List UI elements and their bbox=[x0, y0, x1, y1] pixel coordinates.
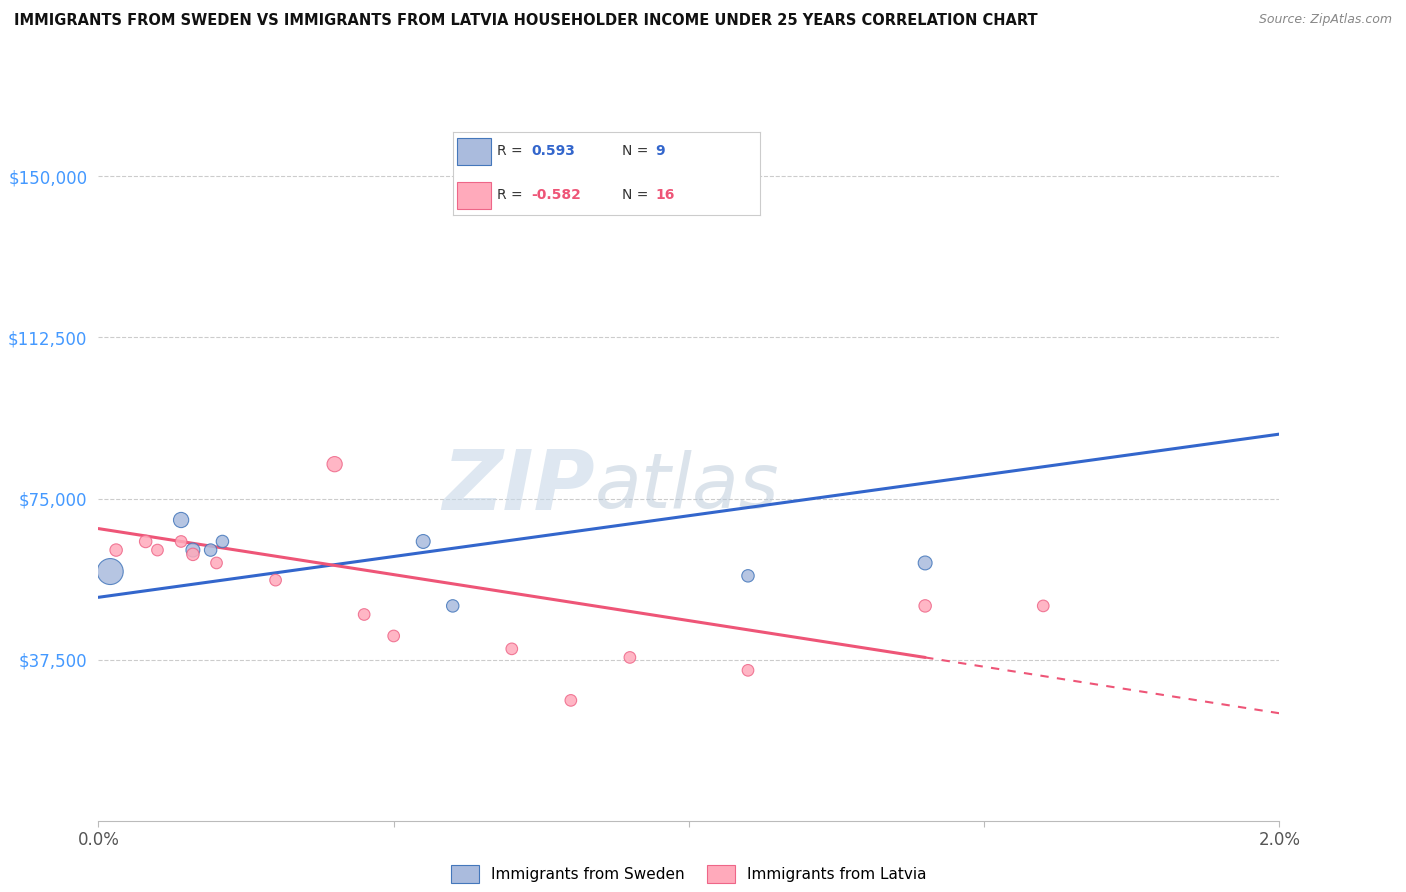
Text: IMMIGRANTS FROM SWEDEN VS IMMIGRANTS FROM LATVIA HOUSEHOLDER INCOME UNDER 25 YEA: IMMIGRANTS FROM SWEDEN VS IMMIGRANTS FRO… bbox=[14, 13, 1038, 29]
Point bbox=[200, 543, 222, 558]
Point bbox=[323, 457, 346, 471]
Point bbox=[170, 534, 193, 549]
Point bbox=[441, 599, 464, 613]
Legend: Immigrants from Sweden, Immigrants from Latvia: Immigrants from Sweden, Immigrants from … bbox=[451, 865, 927, 882]
Point bbox=[181, 547, 204, 561]
Point bbox=[382, 629, 405, 643]
Point bbox=[98, 565, 121, 579]
Point bbox=[135, 534, 157, 549]
Point bbox=[914, 599, 936, 613]
Point bbox=[170, 513, 193, 527]
Text: Source: ZipAtlas.com: Source: ZipAtlas.com bbox=[1258, 13, 1392, 27]
Point bbox=[105, 543, 128, 558]
Point bbox=[914, 556, 936, 570]
Point bbox=[146, 543, 169, 558]
Text: atlas: atlas bbox=[595, 450, 779, 524]
Point bbox=[211, 534, 233, 549]
Point bbox=[737, 663, 759, 677]
Point bbox=[264, 573, 287, 587]
Point bbox=[181, 543, 204, 558]
Point bbox=[560, 693, 582, 707]
Point bbox=[619, 650, 641, 665]
Point bbox=[1032, 599, 1054, 613]
Point bbox=[501, 641, 523, 656]
Point bbox=[412, 534, 434, 549]
Point bbox=[737, 569, 759, 583]
Text: ZIP: ZIP bbox=[441, 446, 595, 527]
Point bbox=[353, 607, 375, 622]
Point bbox=[205, 556, 228, 570]
